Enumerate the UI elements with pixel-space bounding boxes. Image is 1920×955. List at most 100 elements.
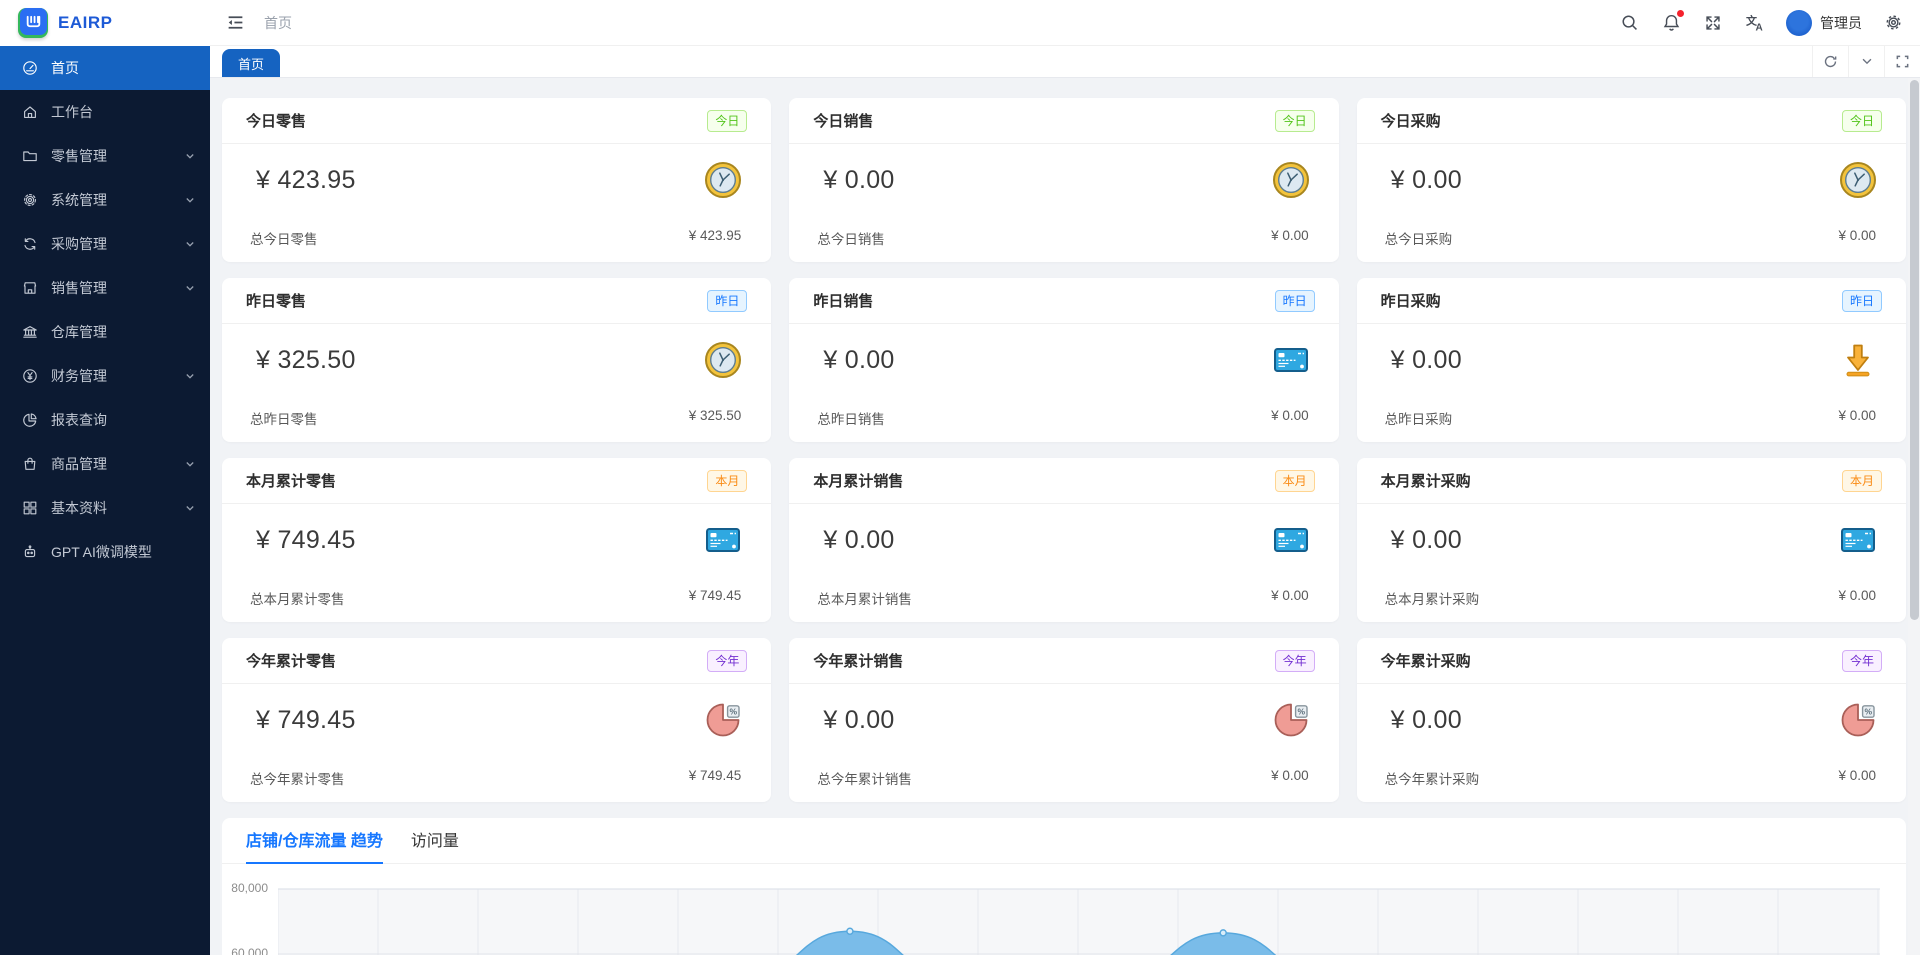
refresh-icon[interactable]: [1812, 45, 1848, 77]
sidebar-item-label: 销售管理: [51, 280, 107, 296]
sidebar-item-home[interactable]: 首页: [0, 46, 210, 90]
y-axis-tick-60000: 60,000: [231, 946, 268, 955]
card-title: 本月累计采购: [1380, 473, 1471, 490]
tab-home[interactable]: 首页: [222, 49, 281, 77]
scrollbar-thumb[interactable]: [1909, 80, 1919, 620]
sidebar-item-system[interactable]: 系统管理: [0, 178, 210, 222]
card-value: ¥ 749.45: [256, 525, 356, 554]
period-badge: 昨日: [1841, 289, 1882, 312]
period-badge: 昨日: [1274, 289, 1315, 312]
card-title: 今日采购: [1380, 113, 1441, 130]
card-title: 昨日销售: [813, 293, 874, 310]
svg-text:文: 文: [1746, 13, 1758, 27]
chart-tabs: 店铺/仓库流量 趋势 访问量: [222, 818, 1906, 864]
stat-card: 今日销售 今日 ¥ 0.00 总今日销售 ¥ 0.00: [789, 98, 1339, 262]
card-total-value: ¥ 0.00: [1838, 768, 1876, 783]
card-value: ¥ 0.00: [1390, 525, 1462, 554]
sidebar-item-warehouse[interactable]: 仓库管理: [0, 310, 210, 354]
sidebar-item-label: 首页: [51, 60, 79, 76]
stat-card: 本月累计销售 本月 ¥ 0.00 总本月累计销售 ¥ 0.00: [789, 458, 1339, 622]
pie-chart-icon: %: [1838, 700, 1878, 740]
download-icon: [1838, 340, 1878, 380]
clock-icon: [1838, 160, 1878, 200]
sidebar-item-gpt-ai[interactable]: GPT AI微调模型: [0, 530, 210, 574]
trend-chart-card: 店铺/仓库流量 趋势 访问量 80,000 60,000: [222, 818, 1906, 955]
card-title: 本月累计销售: [813, 473, 904, 490]
card-title: 昨日零售: [246, 293, 307, 310]
period-badge: 本月: [1274, 469, 1315, 492]
sidebar-item-reports[interactable]: 报表查询: [0, 398, 210, 442]
pie-chart-icon: %: [703, 700, 743, 740]
chevron-down-icon: [184, 150, 196, 162]
card-title: 今年累计销售: [813, 653, 904, 670]
svg-text:%: %: [730, 707, 738, 717]
card-total-value: ¥ 0.00: [1271, 228, 1309, 243]
chevron-down-icon: [184, 194, 196, 206]
sidebar-item-label: 零售管理: [51, 148, 107, 164]
tab-store-warehouse-trend[interactable]: 店铺/仓库流量 趋势: [246, 827, 383, 864]
chevron-down-icon: [184, 238, 196, 250]
chevron-down-icon: [184, 282, 196, 294]
card-value: ¥ 0.00: [1390, 165, 1462, 194]
clock-icon: [1271, 160, 1311, 200]
stat-cards-grid: 今日零售 今日 ¥ 423.95 总今日零售 ¥ 423.95 今日销售 今日 …: [222, 98, 1906, 802]
page-tabbar: 首页: [210, 45, 1920, 78]
period-badge: 昨日: [707, 289, 748, 312]
period-badge: 今年: [707, 649, 748, 672]
card-value: ¥ 0.00: [823, 345, 895, 374]
credit-card-icon: [1271, 520, 1311, 560]
period-badge: 今日: [1274, 109, 1315, 132]
card-value: ¥ 749.45: [256, 705, 356, 734]
settings-gear-icon[interactable]: [1882, 12, 1904, 34]
card-total-label: 总今年累计采购: [1384, 772, 1480, 787]
sidebar-item-basic-data[interactable]: 基本资料: [0, 486, 210, 530]
card-total-value: ¥ 0.00: [1271, 768, 1309, 783]
robot-icon: [22, 544, 38, 560]
sidebar-item-label: 工作台: [51, 104, 93, 120]
chevron-down-icon: [184, 370, 196, 382]
sidebar-item-sales[interactable]: 销售管理: [0, 266, 210, 310]
app-logo-icon: [18, 8, 48, 38]
search-icon[interactable]: [1618, 12, 1640, 34]
stat-card: 昨日采购 昨日 ¥ 0.00 总昨日采购 ¥ 0.00: [1356, 278, 1906, 442]
scrollbar-track[interactable]: [1908, 78, 1920, 955]
sidebar-item-finance[interactable]: 财务管理: [0, 354, 210, 398]
tab-visits[interactable]: 访问量: [410, 833, 459, 850]
maximize-icon[interactable]: [1884, 45, 1920, 77]
notification-dot: [1677, 9, 1684, 17]
sidebar-item-label: 商品管理: [51, 456, 107, 472]
card-total-label: 总昨日采购: [1384, 412, 1453, 427]
bag-icon: [22, 456, 38, 472]
breadcrumb[interactable]: 首页: [264, 14, 292, 31]
user-avatar[interactable]: [1786, 9, 1812, 36]
card-title: 本月累计零售: [246, 473, 337, 490]
sidebar-item-label: 基本资料: [51, 500, 107, 516]
period-badge: 今年: [1274, 649, 1315, 672]
stat-card: 今日零售 今日 ¥ 423.95 总今日零售 ¥ 423.95: [222, 98, 772, 262]
stat-card: 昨日零售 昨日 ¥ 325.50 总昨日零售 ¥ 325.50: [222, 278, 772, 442]
y-axis-tick-80000: 80,000: [231, 881, 268, 895]
chevron-down-icon[interactable]: [1848, 45, 1884, 77]
chevron-down-icon: [184, 502, 196, 514]
card-value: ¥ 423.95: [256, 165, 356, 194]
period-badge: 本月: [707, 469, 748, 492]
sidebar-item-purchase[interactable]: 采购管理: [0, 222, 210, 266]
user-name[interactable]: 管理员: [1820, 14, 1862, 31]
sidebar-item-retail[interactable]: 零售管理: [0, 134, 210, 178]
stat-card: 今日采购 今日 ¥ 0.00 总今日采购 ¥ 0.00: [1356, 98, 1906, 262]
sidebar-item-label: 报表查询: [51, 412, 107, 428]
card-title: 今年累计零售: [246, 653, 337, 670]
stat-card: 今年累计零售 今年 ¥ 749.45 % 总今年累计零售 ¥ 749.45: [222, 638, 772, 802]
sidebar-item-workbench[interactable]: 工作台: [0, 90, 210, 134]
card-total-label: 总本月累计销售: [817, 592, 912, 607]
sidebar-item-products[interactable]: 商品管理: [0, 442, 210, 486]
card-total-label: 总昨日零售: [250, 412, 318, 427]
card-value: ¥ 325.50: [256, 345, 356, 374]
translate-icon[interactable]: 文 A: [1744, 12, 1766, 34]
collapse-sidebar-icon[interactable]: [224, 12, 246, 34]
chevron-down-icon: [184, 458, 196, 470]
sidebar-item-label: 仓库管理: [51, 324, 107, 340]
card-total-value: ¥ 0.00: [1271, 408, 1309, 423]
fullscreen-icon[interactable]: [1702, 12, 1724, 34]
notification-bell-icon[interactable]: [1660, 9, 1684, 34]
